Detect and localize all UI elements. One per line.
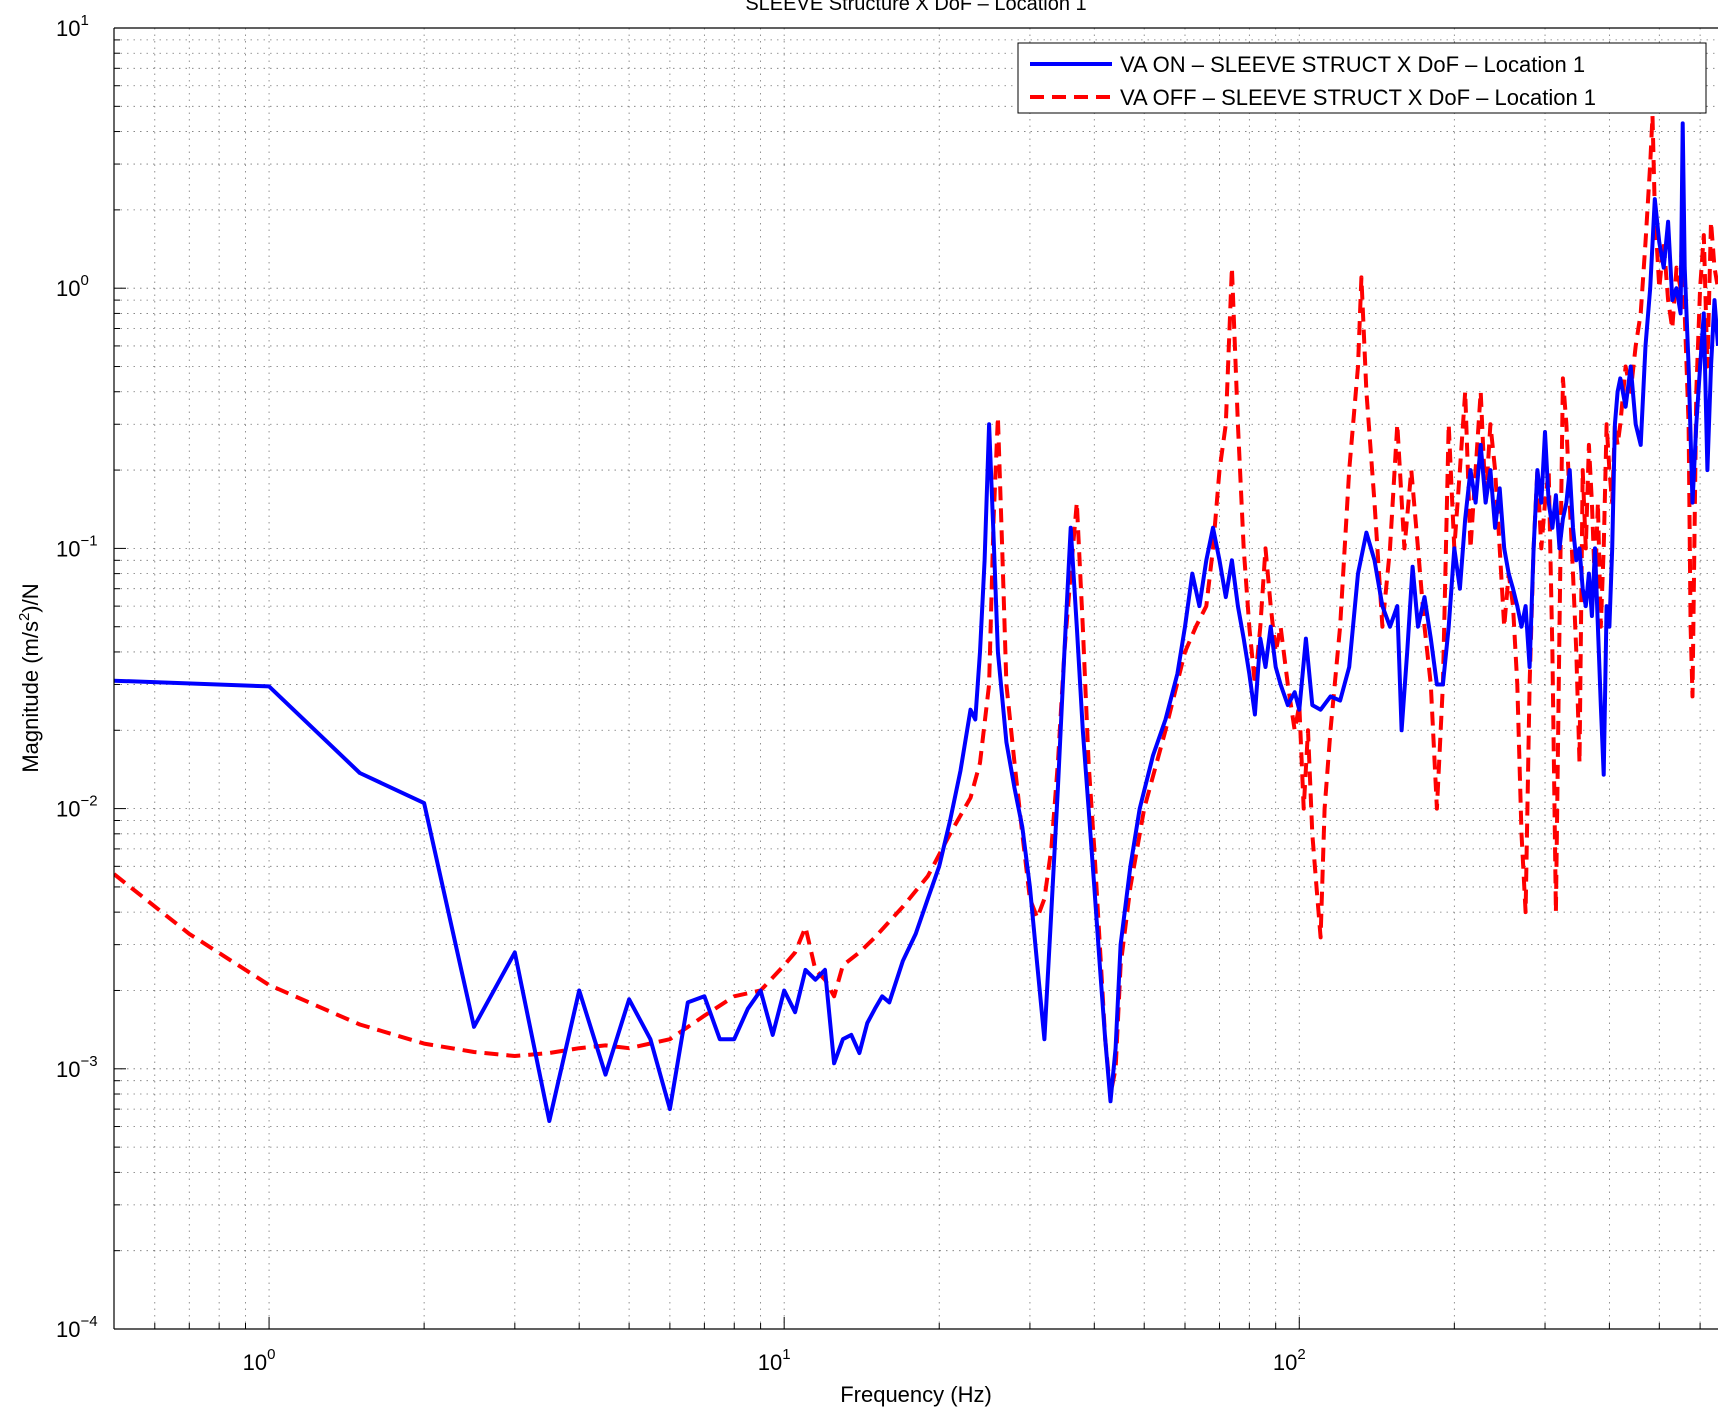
legend-box (1017, 42, 1707, 114)
y-tick-label: 10−2 (56, 793, 98, 822)
series-layer (114, 113, 1718, 1123)
y-tick-label: 10−1 (56, 532, 98, 561)
plot-area-background (114, 28, 1718, 1329)
grid-lines (113, 27, 1718, 1330)
y-tick-label-base: 10 (56, 16, 80, 41)
y-tick-label-exponent: −3 (80, 1053, 97, 1070)
y-tick-label-exponent: −2 (80, 793, 97, 810)
x-tick-label-exponent: 2 (1297, 1346, 1305, 1363)
legend: VA ON – SLEEVE STRUCT X DoF – Location 1… (1017, 42, 1707, 114)
x-tick-label-exponent: 1 (782, 1346, 790, 1363)
x-tick-label-base: 10 (758, 1350, 782, 1375)
y-axis-label-unit: )/N (18, 583, 43, 612)
x-tick-label: 100 (243, 1346, 276, 1375)
x-tick-label-base: 10 (243, 1350, 267, 1375)
y-tick-label-base: 10 (56, 1057, 80, 1082)
y-axis-label: Magnitude (m/s2)/N (16, 583, 43, 772)
y-tick-label: 100 (56, 272, 89, 301)
y-axis-label-main: Magnitude (m/s (18, 621, 43, 773)
y-tick-label-base: 10 (56, 1317, 80, 1342)
y-tick-label-exponent: −1 (80, 532, 97, 549)
x-tick-label: 102 (1273, 1346, 1306, 1375)
y-tick-label-exponent: −4 (80, 1313, 97, 1330)
x-tick-label-base: 10 (1273, 1350, 1297, 1375)
chart-title: SLEEVE Structure X DoF – Location 1 (745, 0, 1086, 15)
y-tick-label-base: 10 (56, 797, 80, 822)
y-tick-label: 101 (56, 12, 89, 41)
legend-label-va-off: VA OFF – SLEEVE STRUCT X DoF – Location … (1120, 85, 1596, 110)
tick-marks (113, 27, 1701, 1330)
legend-label-va-on: VA ON – SLEEVE STRUCT X DoF – Location 1 (1120, 52, 1585, 77)
y-tick-label-exponent: 0 (80, 272, 88, 289)
x-tick-label: 101 (758, 1346, 791, 1375)
y-tick-label-exponent: 1 (80, 12, 88, 29)
x-axis-label: Frequency (Hz) (840, 1382, 992, 1407)
y-tick-label: 10−3 (56, 1053, 98, 1082)
y-tick-label-base: 10 (56, 276, 80, 301)
y-axis-label-superscript: 2 (16, 613, 33, 621)
x-tick-label-exponent: 0 (267, 1346, 275, 1363)
y-tick-label: 10−4 (56, 1313, 98, 1342)
series-line-va-off (114, 113, 1718, 1096)
series-line-va-on (114, 121, 1718, 1123)
y-tick-label-base: 10 (56, 536, 80, 561)
